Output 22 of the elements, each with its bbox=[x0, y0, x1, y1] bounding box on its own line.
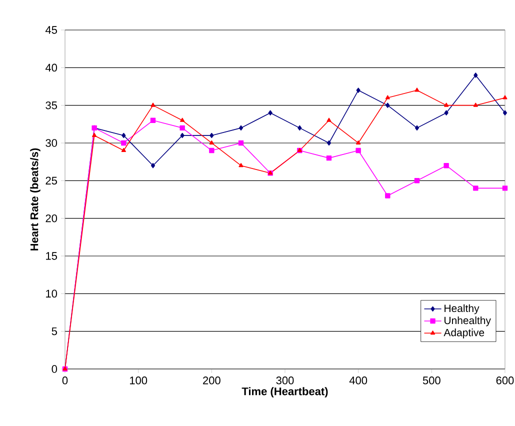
y-tick-label: 10 bbox=[46, 290, 58, 298]
x-tick-label: 400 bbox=[349, 376, 368, 384]
y-tick-label: 25 bbox=[46, 176, 57, 185]
y-tick-label: 30 bbox=[46, 139, 58, 147]
y-tick-label: 0 bbox=[52, 365, 58, 373]
x-tick-label: 500 bbox=[422, 376, 440, 384]
y-axis-title: Heart Rate (beats/s) bbox=[30, 148, 40, 250]
x-tick-label: 100 bbox=[130, 376, 148, 384]
legend-label: Adaptive bbox=[444, 328, 484, 338]
x-tick-label: 300 bbox=[276, 376, 294, 384]
y-tick-label: 45 bbox=[45, 26, 57, 34]
legend-label: Unhealthy bbox=[444, 316, 491, 326]
x-tick-label: 600 bbox=[496, 376, 514, 384]
x-tick-label: 0 bbox=[62, 376, 68, 384]
y-tick-label: 5 bbox=[52, 327, 57, 336]
y-tick-label: 35 bbox=[46, 101, 57, 110]
y-tick-label: 15 bbox=[46, 252, 57, 260]
x-tick-label: 200 bbox=[203, 376, 220, 384]
y-tick-label: 20 bbox=[46, 214, 58, 222]
x-axis-title: Time (Heartbeat) bbox=[242, 387, 328, 398]
legend-label: Healthy bbox=[444, 304, 480, 314]
y-tick-label: 40 bbox=[45, 64, 58, 72]
